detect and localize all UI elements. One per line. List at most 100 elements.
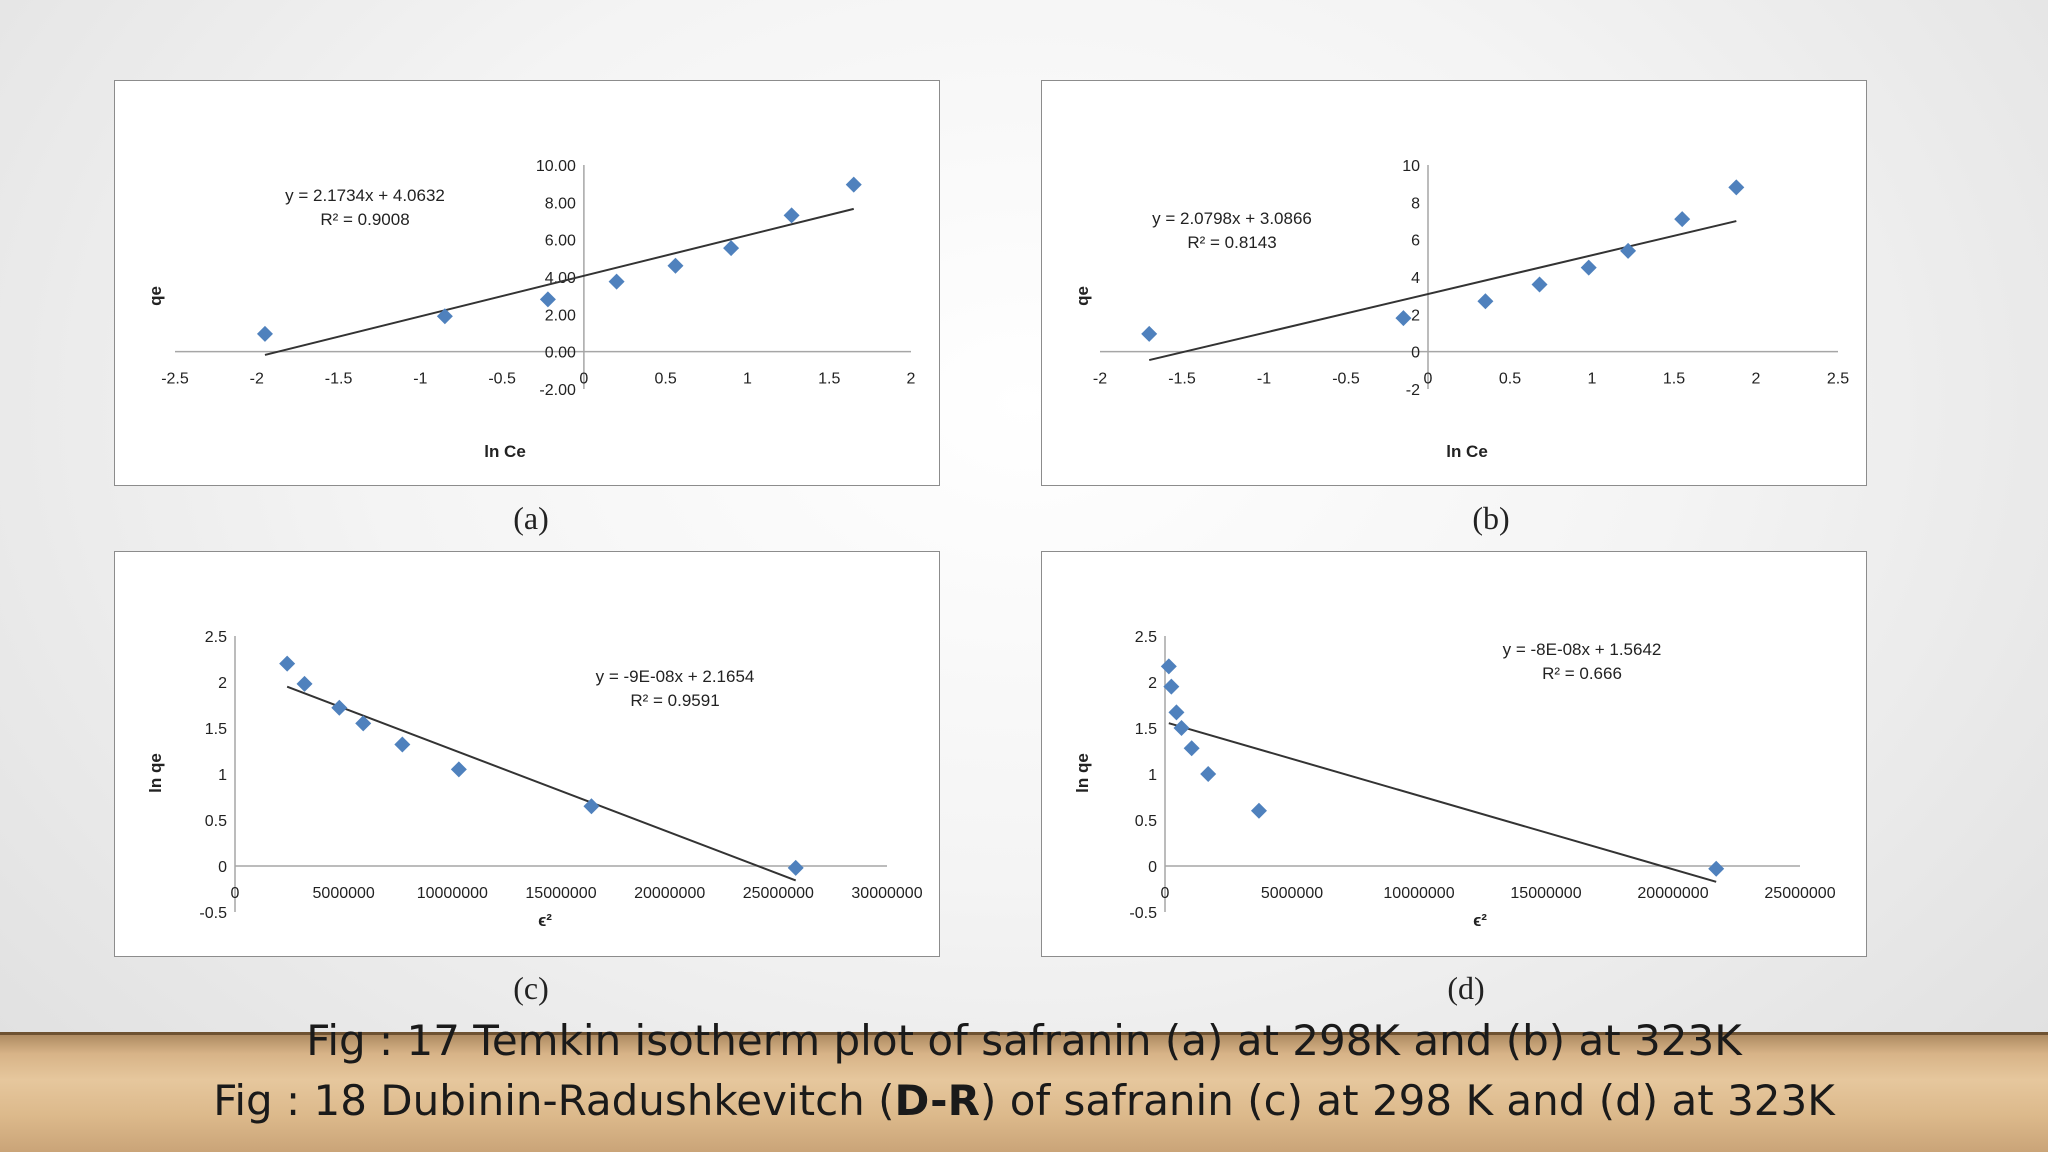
x-tick-label: -1 (413, 371, 427, 388)
data-point-marker (355, 715, 372, 732)
panel-label-b: (b) (1472, 500, 1510, 536)
figure-caption-18: Fig : 18 Dubinin-Radushkevitch (D-R) of … (0, 1076, 2048, 1125)
data-point-marker (296, 675, 313, 692)
y-tick-label: 1 (218, 767, 227, 784)
trendline (1168, 722, 1717, 883)
panel-label-a: (a) (513, 500, 549, 536)
x-tick-label: 15000000 (1510, 885, 1581, 902)
y-tick-label: -2 (1406, 382, 1420, 399)
data-point-marker (1477, 293, 1494, 310)
y-tick-label: 6.00 (545, 233, 576, 250)
x-axis-title: ln Ce (484, 442, 526, 461)
x-tick-label: 25000000 (1764, 885, 1835, 902)
data-point-marker (667, 257, 684, 274)
data-point-marker (1708, 860, 1725, 877)
data-point-marker (723, 240, 740, 257)
x-tick-label: 0.5 (1499, 371, 1521, 388)
x-tick-label: 2 (907, 371, 916, 388)
x-tick-label: 25000000 (743, 885, 814, 902)
panel-label-d: (d) (1447, 970, 1485, 1006)
y-tick-label: 2.5 (1135, 629, 1157, 646)
x-axis-title: ϵ² (1473, 911, 1487, 930)
chart-panel-a: -2.5 -2 -1.5 -1 -0.5 0 0.5 1 1.5 2 -2.00 0.00 2.00 4.… (114, 80, 940, 486)
caption-18-bold-dr: D-R (894, 1076, 980, 1125)
data-point-marker (1531, 276, 1548, 293)
x-axis-title: ln Ce (1446, 442, 1488, 461)
chart-panel-d: 0 5000000 10000000 15000000 20000000 25000000… (1041, 551, 1867, 957)
x-tick-label: 10000000 (417, 885, 488, 902)
floor-background (0, 1032, 2048, 1152)
figure-caption-17: Fig : 17 Temkin isotherm plot of safrani… (306, 1016, 1742, 1065)
y-tick-label: 0 (1411, 345, 1420, 362)
y-tick-label: 1.5 (205, 721, 227, 738)
data-point-marker (436, 308, 453, 325)
y-axis-title: qe (146, 286, 165, 306)
y-tick-label: 8 (1411, 195, 1420, 212)
y-tick-label: 1.5 (1135, 721, 1157, 738)
data-point-marker (787, 859, 804, 876)
data-point-marker (1183, 740, 1200, 757)
x-tick-label: 5000000 (1261, 885, 1323, 902)
x-tick-label: 1 (743, 371, 752, 388)
data-point-marker (1674, 211, 1691, 228)
x-tick-label: 0 (1161, 885, 1170, 902)
y-tick-label: 2 (218, 675, 227, 692)
y-tick-label: 4 (1411, 270, 1420, 287)
y-tick-label: 2.00 (545, 307, 576, 324)
chart-a-svg: -2.5 -2 -1.5 -1 -0.5 0 0.5 1 1.5 2-2.000.002.004.… (146, 158, 916, 461)
x-tick-label: -1.5 (1168, 371, 1196, 388)
data-point-marker (845, 176, 862, 193)
y-tick-label: 1 (1148, 767, 1157, 784)
data-point-marker (1620, 242, 1637, 259)
x-tick-label: 2.5 (1827, 371, 1849, 388)
x-tick-label: 0 (231, 885, 240, 902)
trendline-equation: y = -8E-08x + 1.5642 (1503, 640, 1662, 659)
x-tick-label: 20000000 (634, 885, 705, 902)
data-point-marker (1160, 658, 1177, 675)
x-tick-label: -2 (1093, 371, 1107, 388)
data-point-marker (539, 291, 556, 308)
y-tick-label: 0 (218, 859, 227, 876)
trendline-equation: y = 2.0798x + 3.0866 (1152, 209, 1312, 228)
trendline-r2: R² = 0.8143 (1187, 233, 1276, 252)
data-point-marker (1200, 766, 1217, 782)
x-tick-label: 30000000 (851, 885, 922, 902)
trendline-equation: y = -9E-08x + 2.1654 (596, 667, 755, 686)
chart-panel-c: 0 5000000 10000000 15000000 20000000 25000000… (114, 551, 940, 957)
y-tick-label: -0.5 (199, 905, 227, 922)
trendline-r2: R² = 0.666 (1542, 664, 1622, 683)
y-tick-label: 8.00 (545, 195, 576, 212)
x-tick-label: 5000000 (313, 885, 375, 902)
panel-label-c: (c) (513, 970, 549, 1006)
y-tick-label: 2 (1148, 675, 1157, 692)
data-point-marker (1580, 259, 1597, 276)
y-tick-label: -2.00 (539, 382, 576, 399)
data-point-marker (450, 761, 467, 778)
y-tick-label: 6 (1411, 233, 1420, 250)
data-point-marker (1728, 179, 1745, 196)
data-point-marker (1173, 720, 1190, 736)
x-tick-label: -1 (1257, 371, 1271, 388)
chart-panel-b: -2 -1.5 -1 -0.5 0 0.5 1 1.5 2 2.5 -2 0 2 4 6 8 10 ln Ce qe… (1041, 80, 1867, 486)
trendline-r2: R² = 0.9591 (630, 691, 719, 710)
x-tick-label: 1.5 (1663, 371, 1685, 388)
data-point-marker (1168, 704, 1185, 721)
data-point-marker (608, 273, 625, 290)
y-tick-label: 0.5 (205, 813, 227, 830)
caption-18-text-before: Fig : 18 Dubinin-Radushkevitch ( (213, 1076, 895, 1125)
data-point-marker (279, 655, 296, 672)
y-tick-label: 2 (1411, 307, 1420, 324)
x-tick-label: 0 (579, 371, 588, 388)
trendline-equation: y = 2.1734x + 4.0632 (285, 186, 445, 205)
caption-18-text-after: ) of safranin (c) at 298 K and (d) at 32… (979, 1076, 1835, 1125)
y-tick-label: 0.5 (1135, 813, 1157, 830)
x-tick-label: 1.5 (818, 371, 840, 388)
trendline (286, 685, 797, 882)
trendline-r2: R² = 0.9008 (320, 210, 409, 229)
data-point-marker (1395, 310, 1412, 327)
data-point-marker (783, 207, 800, 224)
x-tick-label: 20000000 (1637, 885, 1708, 902)
data-point-marker (394, 736, 411, 753)
x-tick-label: -1.5 (325, 371, 353, 388)
